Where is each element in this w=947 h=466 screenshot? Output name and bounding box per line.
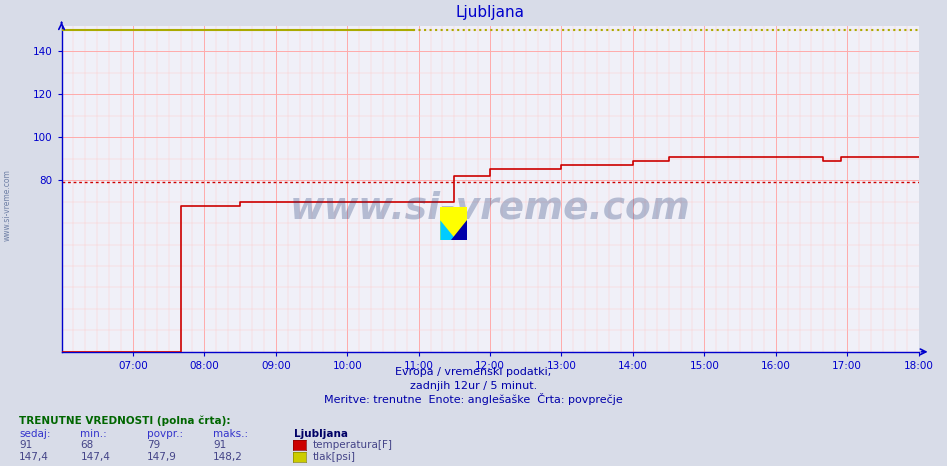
Text: 91: 91: [19, 440, 32, 450]
Text: www.si-vreme.com: www.si-vreme.com: [3, 169, 12, 241]
Polygon shape: [440, 220, 456, 240]
Text: temperatura[F]: temperatura[F]: [313, 440, 392, 450]
Text: 148,2: 148,2: [213, 452, 243, 462]
Text: Meritve: trenutne  Enote: anglešaške  Črta: povprečje: Meritve: trenutne Enote: anglešaške Črta…: [324, 393, 623, 405]
Text: 79: 79: [147, 440, 160, 450]
Text: Ljubljana: Ljubljana: [294, 429, 348, 439]
Text: 147,4: 147,4: [19, 452, 49, 462]
Text: 68: 68: [80, 440, 94, 450]
Text: Evropa / vremenski podatki,: Evropa / vremenski podatki,: [396, 367, 551, 377]
Text: sedaj:: sedaj:: [19, 429, 50, 439]
Text: maks.:: maks.:: [213, 429, 248, 439]
Text: tlak[psi]: tlak[psi]: [313, 452, 355, 462]
Text: 147,4: 147,4: [80, 452, 111, 462]
Text: min.:: min.:: [80, 429, 107, 439]
Text: 91: 91: [213, 440, 226, 450]
Text: zadnjih 12ur / 5 minut.: zadnjih 12ur / 5 minut.: [410, 381, 537, 391]
Text: www.si-vreme.com: www.si-vreme.com: [290, 190, 690, 226]
Text: TRENUTNE VREDNOSTI (polna črta):: TRENUTNE VREDNOSTI (polna črta):: [19, 416, 230, 426]
Title: Ljubljana: Ljubljana: [456, 5, 525, 21]
Text: povpr.:: povpr.:: [147, 429, 183, 439]
Text: 147,9: 147,9: [147, 452, 177, 462]
Polygon shape: [451, 220, 467, 240]
